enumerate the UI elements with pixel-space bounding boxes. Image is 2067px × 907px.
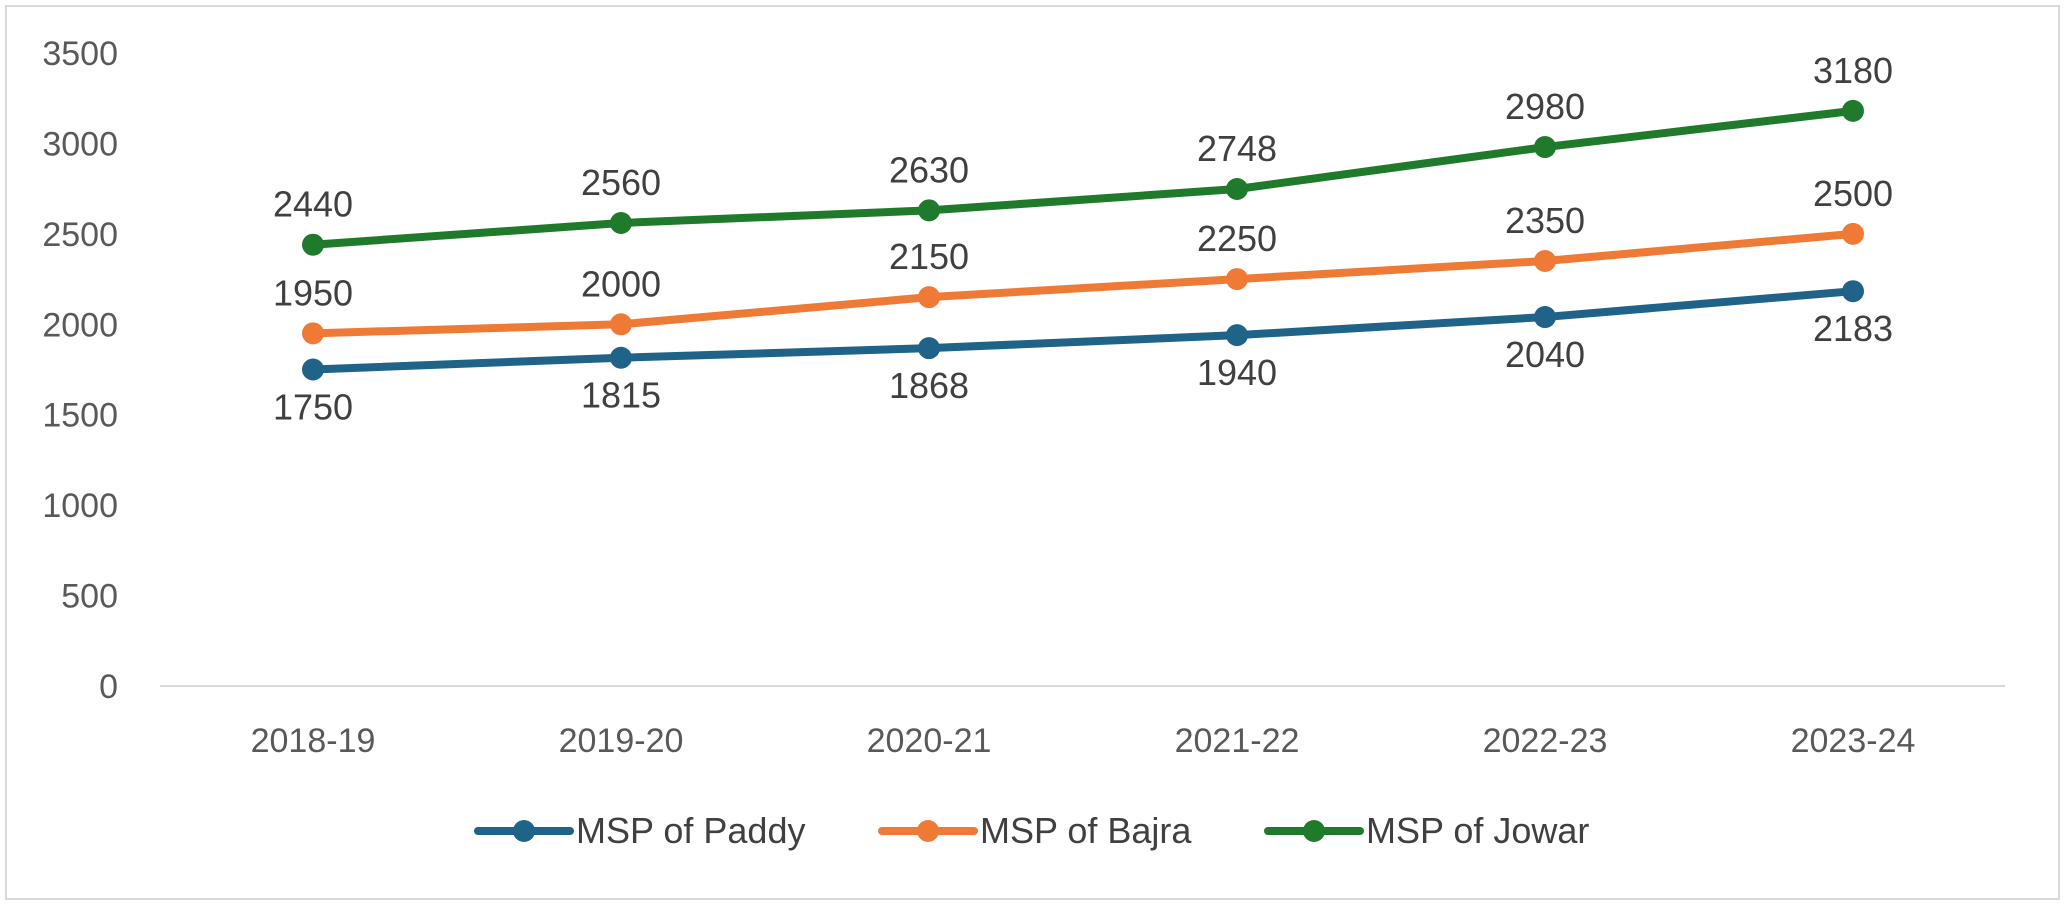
data-label: 2748 [1197, 128, 1277, 169]
data-label: 2560 [581, 162, 661, 203]
y-tick-label: 500 [61, 578, 118, 616]
legend-marker [917, 820, 939, 842]
data-label: 2000 [581, 263, 661, 304]
series-line [309, 287, 1857, 374]
data-point [1534, 249, 1556, 272]
data-label: 1950 [273, 272, 353, 313]
legend-label: MSP of Jowar [1366, 810, 1589, 851]
data-point [1534, 306, 1556, 329]
data-point [1226, 178, 1248, 201]
x-tick-label: 2021-22 [1175, 722, 1300, 760]
y-tick-label: 3500 [42, 35, 118, 73]
data-label: 2350 [1505, 200, 1585, 241]
data-point [1842, 222, 1864, 245]
data-point [1534, 136, 1556, 159]
legend-marker [513, 820, 535, 842]
data-label: 2150 [889, 236, 969, 277]
y-tick-label: 2500 [42, 216, 118, 254]
x-axis: 2018-19 2019-20 2020-21 2021-22 2022-23 2023-… [160, 685, 2005, 760]
y-tick-label: 0 [99, 668, 118, 706]
data-point [302, 322, 324, 345]
legend-marker [1303, 820, 1325, 842]
data-label: 1815 [581, 375, 661, 416]
data-point [302, 358, 324, 381]
y-tick-label: 1500 [42, 397, 118, 435]
y-tick-label: 3000 [42, 125, 118, 163]
data-labels: 1750 1815 1868 1940 2040 2183 1950 2000 2150 2250… [273, 50, 1893, 428]
y-tick-label: 2000 [42, 306, 118, 344]
data-point [1842, 99, 1864, 122]
data-point [610, 346, 632, 369]
legend-label: MSP of Paddy [576, 810, 805, 851]
data-label: 2980 [1505, 86, 1585, 127]
x-tick-label: 2020-21 [867, 722, 992, 760]
data-label: 1750 [273, 387, 353, 428]
data-point [1842, 280, 1864, 303]
x-tick-label: 2022-23 [1483, 722, 1608, 760]
series-line [309, 229, 1857, 338]
data-label: 2183 [1813, 308, 1893, 349]
x-tick-label: 2019-20 [559, 722, 684, 760]
data-point [918, 199, 940, 222]
data-label: 2440 [273, 184, 353, 225]
data-label: 3180 [1813, 50, 1893, 91]
data-label: 1868 [889, 365, 969, 406]
chart-frame [5, 5, 2060, 900]
data-label: 2500 [1813, 173, 1893, 214]
legend-item: MSP of Bajra [878, 810, 1192, 851]
data-point [302, 233, 324, 256]
legend-item: MSP of Jowar [1264, 810, 1589, 851]
legend-label: MSP of Bajra [980, 810, 1192, 851]
data-point [918, 286, 940, 309]
data-point [610, 212, 632, 235]
data-point [1226, 324, 1248, 347]
series-lines [302, 99, 1864, 381]
legend: MSP of Paddy MSP of Bajra MSP of Jowar [474, 810, 1589, 851]
y-tick-label: 1000 [42, 487, 118, 525]
y-axis: 0 500 1000 1500 2000 2500 3000 3500 [42, 35, 118, 706]
data-label: 2630 [889, 149, 969, 190]
data-label: 2040 [1505, 334, 1585, 375]
data-point [610, 313, 632, 336]
data-label: 1940 [1197, 352, 1277, 393]
x-tick-label: 2023-24 [1791, 722, 1916, 760]
data-point [1226, 268, 1248, 291]
legend-item: MSP of Paddy [474, 810, 805, 851]
x-tick-label: 2018-19 [251, 722, 376, 760]
data-label: 2250 [1197, 218, 1277, 259]
series-line [309, 106, 1857, 249]
data-point [918, 337, 940, 360]
